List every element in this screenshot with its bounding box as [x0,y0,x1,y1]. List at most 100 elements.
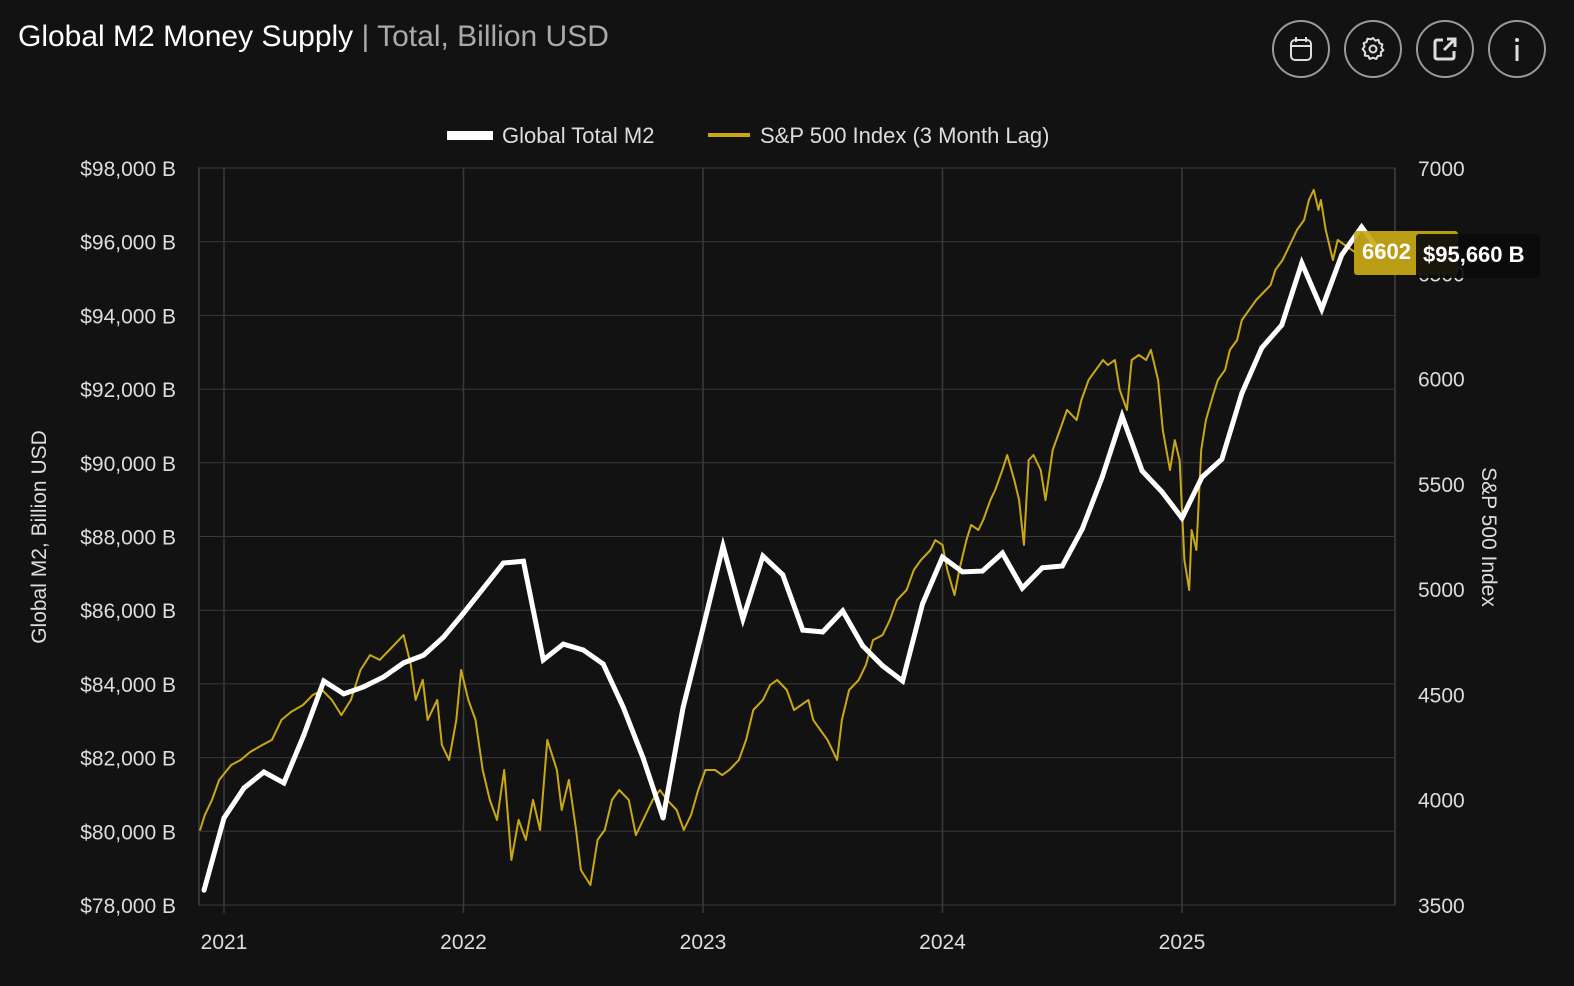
sp500-point [1229,349,1231,351]
m2-point [1379,251,1385,257]
info-button[interactable] [1488,20,1546,78]
sp500-point [912,569,915,571]
sp500-point [929,549,932,551]
calendar-icon [1290,37,1312,61]
m2-point [860,643,866,649]
sp500-point [556,769,558,771]
sp500-point [941,544,944,546]
m2-point [560,641,566,647]
sp500-point [218,779,221,781]
m2-point [979,568,985,574]
m2-point [540,657,546,663]
m2-point [1039,565,1045,571]
legend-swatch-m2 [447,131,493,140]
sp500-point [290,711,292,713]
sp500-point [896,599,898,601]
sp500-point [1274,269,1277,271]
x-tick-label: 2022 [440,931,487,954]
sp500-point [989,499,992,501]
sp500-point [690,814,692,816]
m2-point [221,815,227,821]
sp500-point [1324,229,1327,231]
sp500-point [872,639,874,641]
m2-point [780,572,786,578]
sp500-point [1006,454,1008,456]
sp500-point [230,764,232,766]
settings-button[interactable] [1344,20,1402,78]
m2-point [401,660,407,666]
sp500-point [807,699,810,701]
y-right-tick-label: 4500 [1418,684,1465,707]
m2-point [999,550,1005,556]
m2-point [281,780,287,786]
sp500-point [1260,294,1262,296]
m2-point [1239,390,1245,396]
sp500-point [467,699,470,701]
sp500-point [714,769,716,771]
sp500-point [1296,229,1298,231]
sp500-point [745,739,747,741]
y-left-tick-label: $96,000 B [80,232,176,255]
sp500-point [1018,499,1020,501]
sp500-point [321,689,323,691]
m2-point [1339,252,1345,258]
sp500-point [1023,544,1025,546]
sp500-point [1114,359,1116,361]
calendar-button[interactable] [1272,20,1330,78]
x-tick-label: 2021 [201,931,248,954]
info-icon [1515,38,1519,61]
share-button[interactable] [1416,20,1474,78]
y-left-tick-label: $90,000 B [80,453,176,476]
m2-point [1099,474,1105,480]
sp500-point [1308,199,1310,201]
sp500-point [1118,389,1121,391]
sp500-point [642,819,644,821]
sp500-point [1032,454,1035,456]
sp500-point [994,489,996,491]
m2-point [361,684,367,690]
sp500-point [481,769,484,771]
m2-point [1359,224,1365,230]
sp500-point [460,669,462,671]
sp500-point [635,834,637,836]
m2-point [381,674,387,680]
m2-point [800,627,806,633]
y-left-tick-label: $92,000 B [80,379,176,402]
sp500-point [1044,499,1047,501]
sp500-point [958,569,961,571]
sp500-point [575,829,577,831]
sp500-point [204,814,206,816]
m2-point [1159,489,1165,495]
sp500-last-tooltip: 6602 [1354,231,1458,275]
sp500-point [738,759,740,761]
sp500-point [249,751,252,753]
chart-title: Global M2 Money Supply | Total, Billion … [18,20,609,54]
sp500-point [1336,239,1339,241]
sp500-point [414,699,417,701]
sp500-point [421,679,424,681]
sp500-point [1162,429,1164,431]
m2-point [421,652,427,658]
sp500-point [1200,449,1202,451]
x-tick-label: 2024 [919,931,966,954]
sp500-point [271,739,273,741]
sp500-point [611,799,613,801]
sp500-point [455,719,458,721]
sp500-point [503,769,506,771]
y-left-tick-label: $98,000 B [80,158,176,181]
external-link-icon [1433,37,1457,61]
m2-point [1199,474,1205,480]
sp500-point [1281,259,1284,261]
legend: Global Total M2 S&P 500 Index (3 Month L… [447,123,1049,148]
m2-point [1059,563,1065,569]
sp500-point [1174,439,1176,441]
m2-point [680,705,686,711]
sp500-point [982,519,985,521]
sp500-point [697,789,700,791]
sp500-point [388,649,391,651]
m2-point [620,704,626,710]
sp500-point [410,664,412,666]
gear-icon [1361,37,1385,60]
sp500-point [618,789,620,791]
